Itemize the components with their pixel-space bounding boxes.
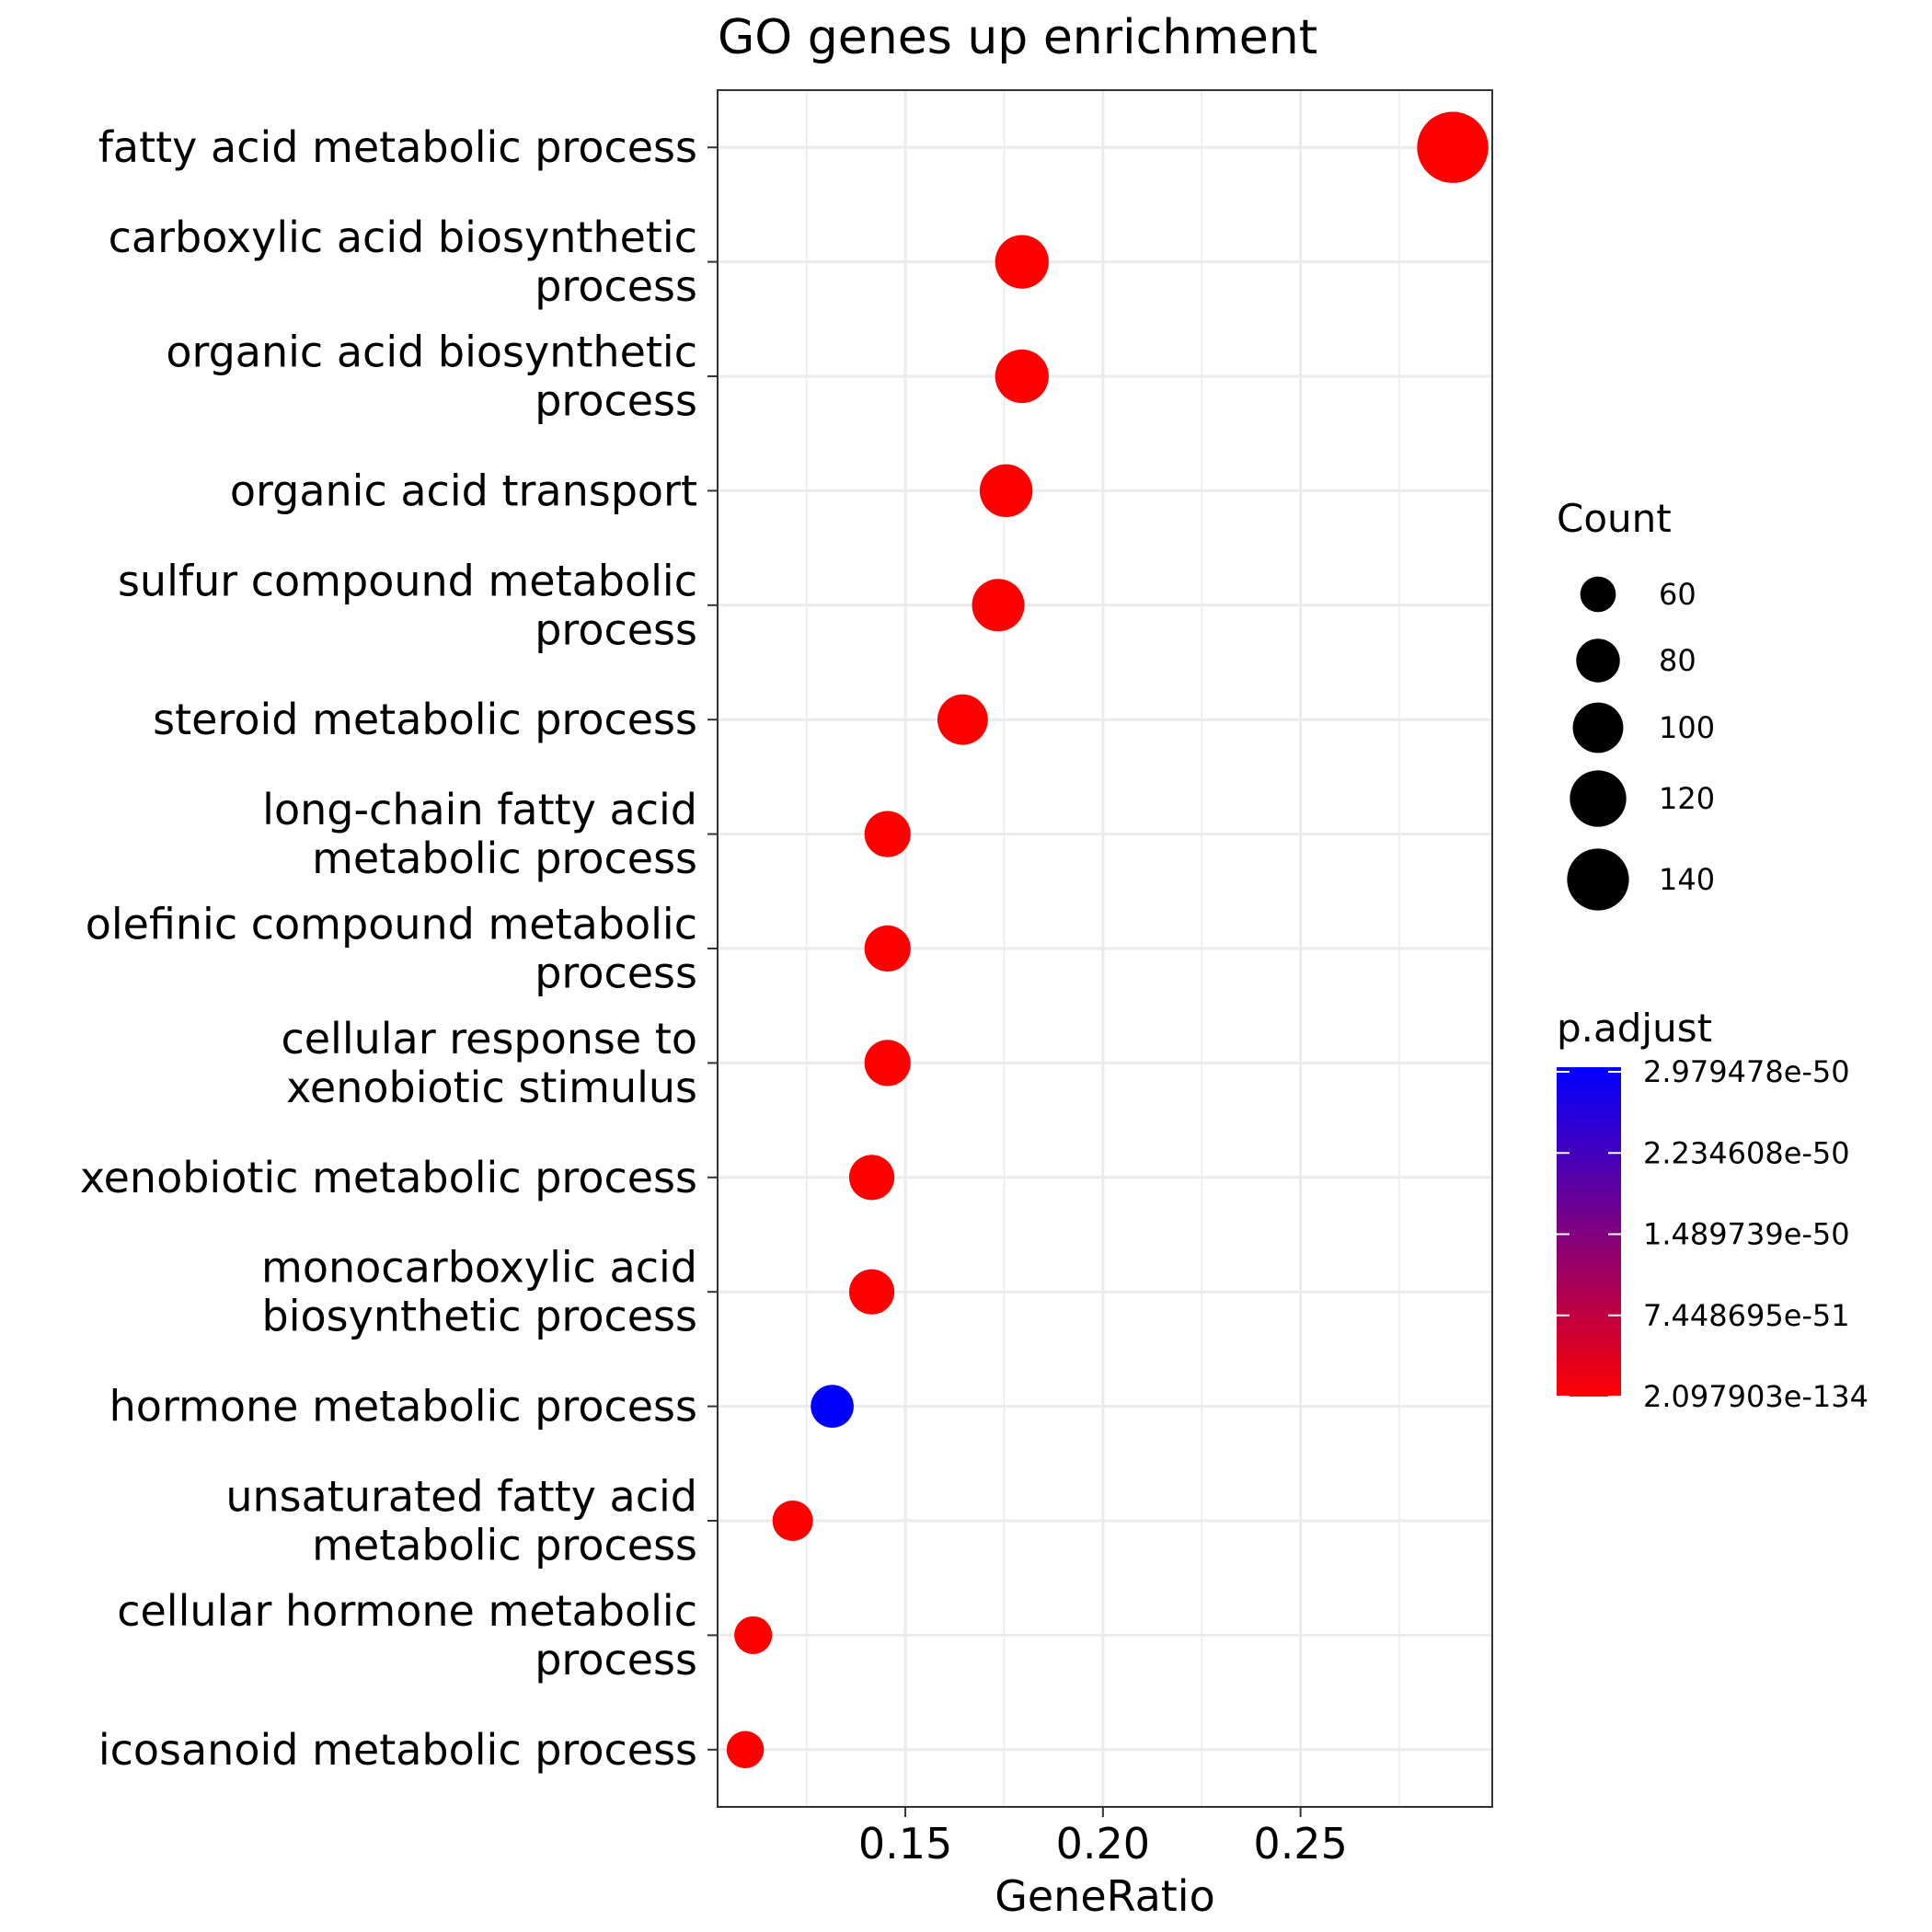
count-legend-label: 120 [1659, 781, 1715, 816]
p-adjust-colorbar [1557, 1067, 1621, 1397]
count-legend-label: 100 [1659, 710, 1715, 745]
y-tick-label: process [535, 949, 697, 998]
y-tick-label: unsaturated fatty acid [225, 1472, 697, 1522]
p-adjust-legend-label: 7.448695e-51 [1643, 1298, 1850, 1333]
data-point [1417, 111, 1489, 183]
count-legend-items: 60 80 100 120 140 [1567, 576, 1715, 911]
chart-title: GO genes up enrichment [718, 10, 1317, 65]
y-tick-label: process [535, 1635, 697, 1685]
data-point [864, 811, 911, 857]
major-grid [718, 90, 1492, 1807]
count-legend-key [1580, 576, 1616, 613]
y-tick-label: monocarboxylic acid [261, 1243, 697, 1293]
y-tick-label: fatty acid metabolic process [98, 122, 697, 172]
x-axis-title: GeneRatio [995, 1871, 1215, 1921]
count-legend-key [1570, 770, 1627, 827]
x-tick-label: 0.15 [858, 1819, 952, 1869]
y-tick-label: sulfur compound metabolic [118, 556, 697, 605]
y-tick-label: process [535, 604, 697, 654]
data-point [995, 349, 1049, 404]
data-point [734, 1616, 773, 1654]
y-tick-label: organic acid biosynthetic [166, 328, 697, 377]
data-points [726, 111, 1489, 1769]
data-point [995, 235, 1049, 289]
y-tick-label: metabolic process [312, 1521, 697, 1570]
y-tick-label: biosynthetic process [262, 1292, 697, 1341]
y-axis: fatty acid metabolic process carboxylic a… [80, 122, 718, 1775]
x-tick-label: 0.25 [1253, 1819, 1347, 1869]
y-tick-label: icosanoid metabolic process [98, 1725, 697, 1775]
y-tick-label: carboxylic acid biosynthetic [109, 213, 697, 262]
y-tick-label: hormone metabolic process [109, 1382, 697, 1432]
data-point [726, 1731, 765, 1769]
count-legend-title: Count [1557, 496, 1672, 541]
p-adjust-legend-label: 2.097903e-134 [1643, 1379, 1869, 1414]
p-adjust-legend-label: 2.979478e-50 [1643, 1054, 1850, 1089]
data-point [972, 579, 1025, 632]
count-legend-label: 60 [1659, 577, 1696, 612]
y-tick-label: olefinic compound metabolic [86, 900, 697, 949]
count-legend-key [1576, 638, 1620, 683]
p-adjust-legend-items: 2.979478e-50 2.234608e-50 1.489739e-50 7.44… [1557, 1054, 1869, 1414]
x-axis: 0.15 0.20 0.25 [858, 1807, 1348, 1869]
data-point [772, 1501, 813, 1541]
data-point [864, 1040, 911, 1087]
data-point [848, 1155, 895, 1201]
p-adjust-legend-title: p.adjust [1557, 1006, 1712, 1051]
x-tick-label: 0.20 [1056, 1819, 1150, 1869]
data-point [937, 694, 988, 745]
y-tick-label: metabolic process [312, 834, 697, 883]
data-point [811, 1385, 854, 1428]
y-tick-label: process [535, 376, 697, 426]
p-adjust-legend-label: 1.489739e-50 [1643, 1217, 1850, 1252]
data-point [979, 464, 1033, 518]
y-tick-label: cellular response to [281, 1014, 697, 1064]
p-adjust-legend-label: 2.234608e-50 [1643, 1135, 1850, 1170]
p-adjust-legend: p.adjust 2.979478e-50 2.234608e-50 1.48973… [1557, 1006, 1869, 1414]
count-legend-label: 140 [1659, 862, 1715, 897]
y-tick-label: xenobiotic metabolic process [80, 1153, 697, 1202]
y-tick-label: organic acid transport [230, 466, 697, 515]
count-legend-key [1567, 848, 1629, 911]
y-tick-label: cellular hormone metabolic [117, 1586, 697, 1636]
y-tick-label: xenobiotic stimulus [286, 1063, 697, 1112]
count-legend-key [1572, 702, 1624, 753]
data-point [848, 1269, 895, 1315]
y-tick-label: steroid metabolic process [153, 695, 697, 744]
count-legend-label: 80 [1659, 643, 1696, 678]
y-tick-label: long-chain fatty acid [262, 785, 697, 834]
count-legend: Count 60 80 100 120 140 [1557, 496, 1715, 911]
y-tick-label: process [535, 261, 697, 311]
data-point [864, 925, 911, 972]
